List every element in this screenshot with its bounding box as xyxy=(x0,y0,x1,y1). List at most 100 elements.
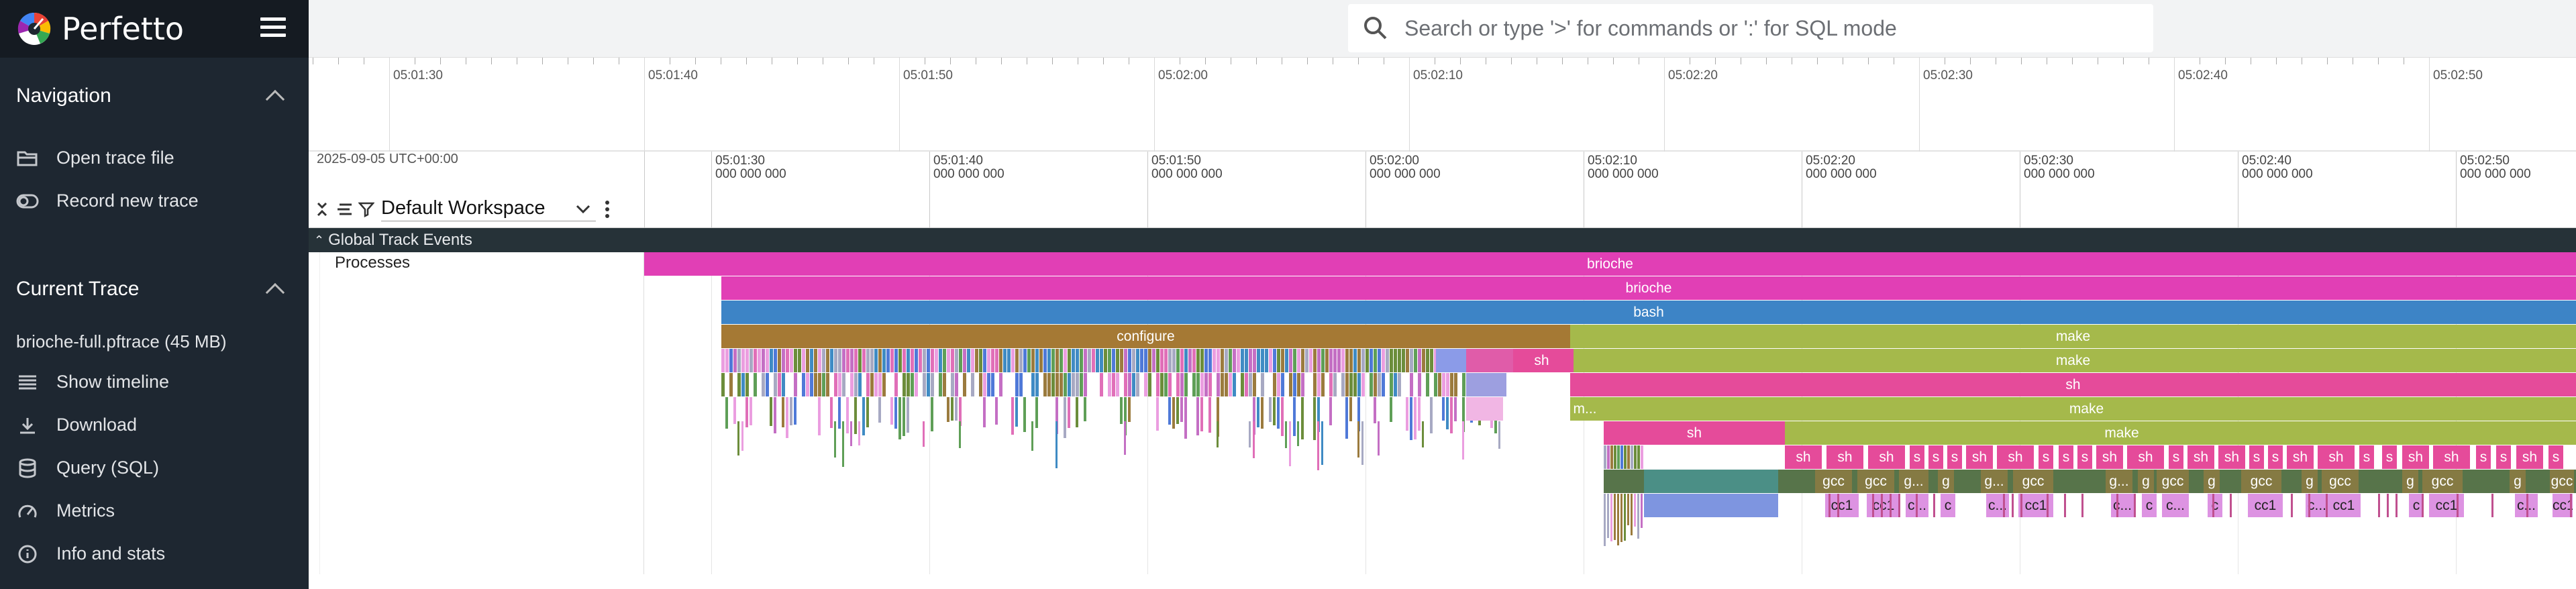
slice[interactable] xyxy=(1068,349,1071,372)
slice[interactable] xyxy=(1438,373,1441,396)
slice[interactable] xyxy=(1023,397,1026,432)
slice[interactable] xyxy=(1196,373,1200,396)
slice[interactable] xyxy=(1144,349,1147,372)
slice[interactable] xyxy=(818,349,821,372)
slice[interactable] xyxy=(1160,373,1164,396)
slice[interactable] xyxy=(983,397,986,427)
overview-timeline[interactable]: 05:01:30 05:01:40 05:01:50 05:02:00 05:02:10… xyxy=(309,58,2576,152)
slice[interactable] xyxy=(1035,349,1039,372)
slice[interactable] xyxy=(2047,494,2049,517)
slice[interactable] xyxy=(1039,349,1043,372)
slice[interactable] xyxy=(947,349,950,372)
show-timeline-item[interactable]: Show timeline xyxy=(16,372,169,392)
slice[interactable] xyxy=(1108,349,1111,372)
slice[interactable] xyxy=(1442,373,1445,396)
slice[interactable] xyxy=(1245,349,1248,372)
slice[interactable] xyxy=(1176,373,1180,396)
slice[interactable] xyxy=(1273,349,1276,372)
slice[interactable] xyxy=(750,349,753,372)
slice[interactable] xyxy=(1446,373,1449,396)
slice[interactable] xyxy=(2134,494,2136,517)
slice[interactable] xyxy=(987,373,990,396)
slice[interactable] xyxy=(1361,373,1365,396)
slice[interactable] xyxy=(1631,445,1633,469)
slice[interactable] xyxy=(987,349,990,372)
slice[interactable] xyxy=(1084,349,1087,372)
slice[interactable] xyxy=(882,349,886,372)
slice[interactable] xyxy=(1253,373,1256,396)
slice[interactable] xyxy=(782,373,785,396)
slice[interactable] xyxy=(826,373,829,396)
slice[interactable] xyxy=(1378,421,1380,456)
slice[interactable] xyxy=(1200,397,1203,431)
slice[interactable] xyxy=(1241,349,1244,372)
slice[interactable] xyxy=(1402,349,1405,372)
slice[interactable]: g xyxy=(2138,470,2154,493)
slice[interactable]: gcc xyxy=(2550,470,2574,493)
slice[interactable] xyxy=(741,373,745,396)
slice[interactable]: make xyxy=(1667,421,2576,445)
slice[interactable]: c... xyxy=(2162,494,2189,517)
slice[interactable]: s xyxy=(2359,445,2374,469)
slice[interactable] xyxy=(959,349,962,372)
slice[interactable] xyxy=(814,373,817,396)
slice[interactable] xyxy=(1180,349,1184,372)
slice[interactable] xyxy=(850,421,852,446)
slice[interactable] xyxy=(1414,349,1417,372)
slice[interactable] xyxy=(1644,470,1778,493)
slice[interactable] xyxy=(878,373,882,396)
slice[interactable] xyxy=(1374,397,1376,423)
slice[interactable]: sh xyxy=(2318,445,2355,469)
slice[interactable] xyxy=(846,397,849,433)
slice[interactable] xyxy=(959,421,961,448)
slice[interactable] xyxy=(1208,397,1211,433)
slice[interactable] xyxy=(907,373,910,396)
slice[interactable] xyxy=(907,397,909,433)
slice[interactable] xyxy=(850,349,854,372)
slice[interactable] xyxy=(1309,349,1312,372)
global-track-events-header[interactable]: ⌃ Global Track Events xyxy=(309,228,2576,252)
slice[interactable] xyxy=(858,421,860,445)
slice[interactable] xyxy=(1406,349,1409,372)
slice[interactable] xyxy=(1293,373,1296,396)
slice[interactable] xyxy=(2570,494,2572,517)
slice[interactable] xyxy=(1116,349,1119,372)
slice[interactable] xyxy=(1293,397,1296,436)
slice[interactable] xyxy=(1237,349,1240,372)
slice[interactable] xyxy=(1446,397,1449,429)
slice[interactable] xyxy=(822,373,825,396)
slice[interactable] xyxy=(1035,397,1038,428)
slice[interactable] xyxy=(1180,373,1184,396)
slice[interactable] xyxy=(1610,494,1612,541)
slice[interactable] xyxy=(999,349,1002,372)
slice[interactable] xyxy=(894,373,898,396)
slice[interactable] xyxy=(1614,445,1616,469)
slice[interactable] xyxy=(1434,349,1437,372)
slice[interactable] xyxy=(830,349,833,372)
slice[interactable] xyxy=(1076,373,1079,396)
slice[interactable] xyxy=(1426,373,1429,396)
slice[interactable]: g xyxy=(2204,470,2220,493)
slice[interactable] xyxy=(1450,397,1453,433)
slice[interactable] xyxy=(1112,349,1115,372)
slice[interactable] xyxy=(2291,494,2293,517)
slice[interactable] xyxy=(951,373,954,396)
slice[interactable] xyxy=(854,373,858,396)
slice[interactable] xyxy=(1378,373,1381,396)
slice[interactable] xyxy=(1043,373,1047,396)
slice[interactable] xyxy=(1208,349,1212,372)
slice[interactable] xyxy=(794,373,797,396)
slice[interactable] xyxy=(991,349,994,372)
slice[interactable] xyxy=(1051,373,1055,396)
slice[interactable] xyxy=(1277,349,1280,372)
slice[interactable] xyxy=(2308,494,2310,517)
slice[interactable] xyxy=(810,373,813,396)
slice[interactable] xyxy=(1168,397,1171,425)
slice[interactable] xyxy=(927,373,930,396)
slice[interactable] xyxy=(1374,373,1377,396)
slice[interactable] xyxy=(838,397,841,429)
slice[interactable] xyxy=(1060,349,1063,372)
slice[interactable]: sh xyxy=(2218,445,2245,469)
slice[interactable] xyxy=(1610,445,1613,469)
slice[interactable] xyxy=(927,349,930,372)
